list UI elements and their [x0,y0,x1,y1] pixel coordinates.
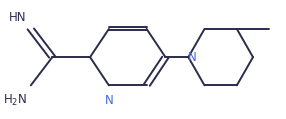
Text: HN: HN [9,11,27,24]
Text: N: N [188,51,197,64]
Text: N: N [104,94,113,107]
Text: H$_2$N: H$_2$N [3,92,27,108]
